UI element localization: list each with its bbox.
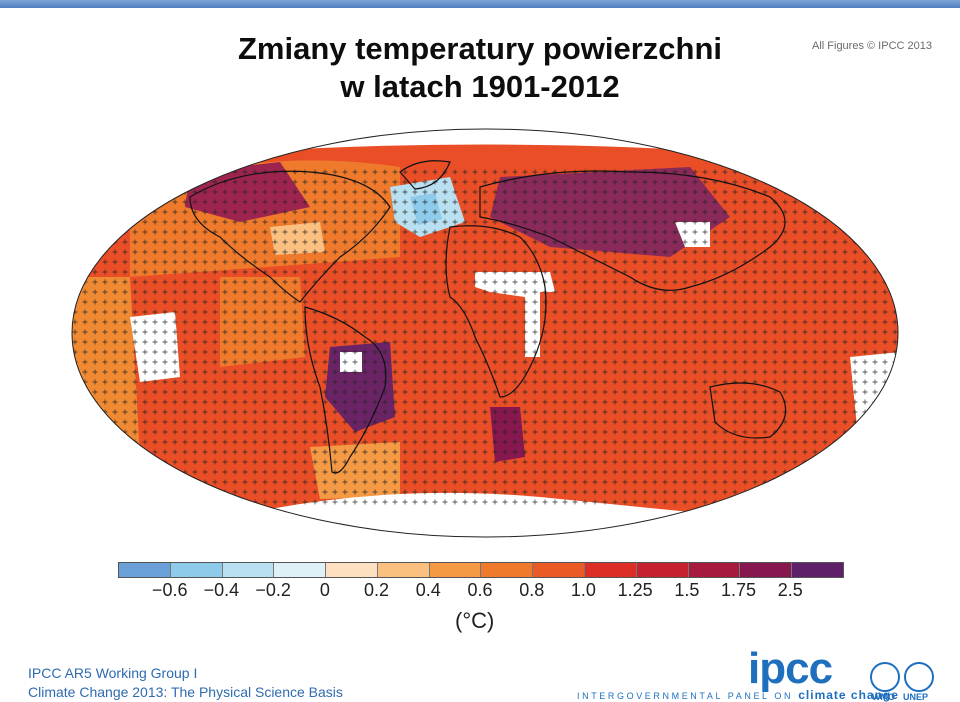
legend-unit: (°C) [455, 608, 495, 633]
continent-outlines [189, 160, 787, 474]
world-temperature-map [70, 127, 900, 540]
ipcc-tagline: INTERGOVERNMENTAL PANEL ON climate chang… [577, 688, 899, 702]
legend-swatch [326, 563, 378, 577]
legend-swatch [533, 563, 586, 577]
legend-swatch [377, 563, 430, 577]
unep-emblem-icon [904, 662, 934, 692]
title-line-1: Zmiany temperatury powierzchni [237, 31, 723, 66]
footer-line-1: IPCC AR5 Working Group I [28, 665, 198, 681]
tagline-prefix: INTERGOVERNMENTAL PANEL ON [577, 691, 794, 701]
legend-swatch [222, 563, 275, 577]
legend-tick-label: 0.2 [364, 580, 390, 600]
significance-marks [72, 167, 898, 507]
report-footer: IPCC AR5 Working Group I Climate Change … [28, 664, 343, 702]
legend-tick-label: 1.75 [721, 580, 757, 600]
wmo-emblem-icon [870, 662, 900, 692]
title-line-2: w latach 1901-2012 [340, 69, 620, 104]
legend-tick-label: −0.4 [203, 580, 240, 600]
legend-tick-label: 0.8 [519, 580, 545, 600]
legend-swatch [481, 563, 534, 577]
legend-swatch [429, 563, 482, 577]
legend-tick-label: 0.4 [415, 580, 441, 600]
legend-swatch [636, 563, 689, 577]
ipcc-logo: ipcc [748, 644, 833, 693]
legend-tick-label: 0.6 [467, 580, 493, 600]
legend-swatch [170, 563, 223, 577]
legend-swatch [119, 563, 171, 577]
legend-swatch [792, 563, 843, 577]
wmo-label: WMO [872, 692, 895, 702]
top-accent-bar [0, 0, 960, 8]
slide-title: Zmiany temperatury powierzchni w latach … [150, 30, 810, 106]
legend-tick-label: −0.6 [151, 580, 188, 600]
legend-tick-label: 1.5 [674, 580, 700, 600]
legend-tick-label: 1.25 [617, 580, 653, 600]
globe-outline [71, 128, 899, 538]
tagline-emphasis: climate change [798, 688, 899, 702]
legend-tick-label: −0.2 [255, 580, 291, 600]
legend-swatch [688, 563, 741, 577]
legend-swatch [274, 563, 327, 577]
legend-tick-label: 1.0 [570, 580, 596, 600]
legend-tick-label: 0 [319, 580, 330, 600]
legend-tick-label: 2.5 [777, 580, 803, 600]
unep-label: UNEP [903, 692, 929, 702]
map-svg [71, 128, 899, 538]
legend-ticks: −0.6 −0.4 −0.2 0 0.2 0.4 0.6 0.8 1.0 1.25 1.5 1.75 2… [118, 580, 860, 604]
footer-line-2: Climate Change 2013: The Physical Scienc… [28, 684, 343, 700]
legend-swatch [740, 563, 793, 577]
copyright-credit: All Figures © IPCC 2013 [812, 40, 932, 52]
color-legend [118, 562, 844, 578]
legend-swatch [585, 563, 637, 577]
